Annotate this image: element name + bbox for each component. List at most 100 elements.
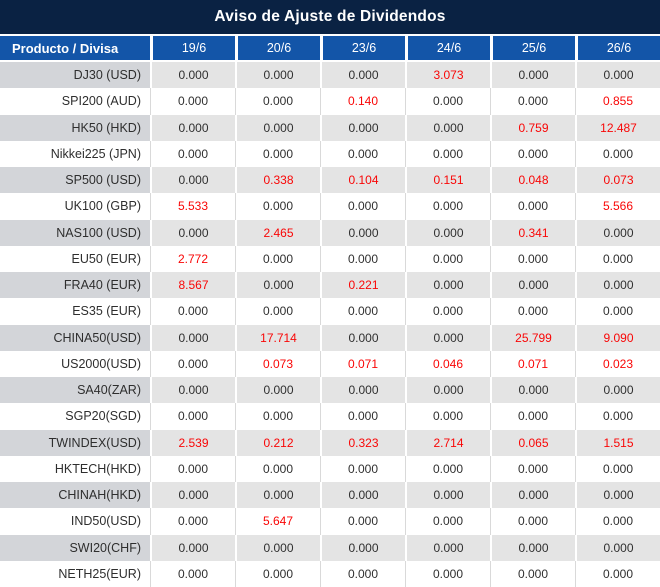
value-cell: 0.000 [575,482,660,509]
table-row: FRA40 (EUR) 8.567 0.000 0.221 0.000 0.000 0.00… [0,272,660,299]
product-cell: US2000(USD) [0,350,150,377]
value-cell: 0.000 [320,193,405,220]
value-cell: 0.000 [575,560,660,587]
value-cell: 0.000 [150,508,235,535]
value-cell: 0.000 [320,298,405,325]
value-cell: 0.212 [235,429,320,456]
value-cell: 0.000 [235,114,320,141]
value-cell: 0.000 [575,534,660,561]
product-cell: TWINDEX(USD) [0,429,150,456]
value-cell: 0.000 [405,324,490,351]
value-cell: 0.000 [405,403,490,430]
value-cell: 0.073 [575,167,660,194]
table-row: NETH25(EUR) 0.000 0.000 0.000 0.000 0.000 0.00… [0,560,660,587]
dividend-table: Producto / Divisa 19/6 20/6 23/6 24/6 25/6 26… [0,34,660,587]
value-cell: 0.000 [235,455,320,482]
value-cell: 0.000 [150,560,235,587]
value-cell: 0.000 [405,377,490,404]
value-cell: 0.000 [150,62,235,89]
value-cell: 0.000 [320,377,405,404]
value-cell: 0.000 [235,482,320,509]
value-cell: 0.000 [490,272,575,299]
value-cell: 0.000 [575,455,660,482]
table-row: SP500 (USD) 0.000 0.338 0.104 0.151 0.048 0.07… [0,167,660,194]
value-cell: 0.000 [150,377,235,404]
value-cell: 0.000 [405,245,490,272]
product-cell: CHINA50(USD) [0,324,150,351]
value-cell: 0.104 [320,167,405,194]
column-header-date: 26/6 [575,34,660,62]
value-cell: 0.071 [490,350,575,377]
column-header-date: 25/6 [490,34,575,62]
value-cell: 0.000 [575,245,660,272]
table-row: Nikkei225 (JPN) 0.000 0.000 0.000 0.000 0.000… [0,140,660,167]
table-row: SPI200 (AUD) 0.000 0.000 0.140 0.000 0.000 0.8… [0,88,660,115]
value-cell: 0.000 [150,324,235,351]
table-row: UK100 (GBP) 5.533 0.000 0.000 0.000 0.000 5.56… [0,193,660,220]
table-row: IND50(USD) 0.000 5.647 0.000 0.000 0.000 0.000 [0,508,660,535]
product-cell: SA40(ZAR) [0,377,150,404]
value-cell: 0.000 [320,534,405,561]
notice-title: Aviso de Ajuste de Dividendos [0,0,660,34]
value-cell: 0.221 [320,272,405,299]
value-cell: 0.000 [575,298,660,325]
value-cell: 0.023 [575,350,660,377]
value-cell: 0.151 [405,167,490,194]
value-cell: 0.000 [320,245,405,272]
table-row: HK50 (HKD) 0.000 0.000 0.000 0.000 0.759 12.48… [0,114,660,141]
value-cell: 0.000 [405,482,490,509]
value-cell: 0.000 [235,272,320,299]
value-cell: 0.048 [490,167,575,194]
value-cell: 0.000 [575,403,660,430]
product-cell: ES35 (EUR) [0,298,150,325]
product-cell: SGP20(SGD) [0,403,150,430]
value-cell: 0.000 [575,508,660,535]
value-cell: 9.090 [575,324,660,351]
column-header-date: 19/6 [150,34,235,62]
value-cell: 0.000 [150,88,235,115]
table-row: NAS100 (USD) 0.000 2.465 0.000 0.000 0.341 0.0… [0,219,660,246]
product-cell: UK100 (GBP) [0,193,150,220]
value-cell: 0.000 [150,534,235,561]
value-cell: 0.000 [575,62,660,89]
value-cell: 0.000 [575,272,660,299]
value-cell: 0.000 [405,88,490,115]
table-row: DJ30 (USD) 0.000 0.000 0.000 3.073 0.000 0.000 [0,62,660,89]
value-cell: 0.000 [320,455,405,482]
value-cell: 0.341 [490,219,575,246]
value-cell: 0.000 [235,377,320,404]
value-cell: 0.000 [490,245,575,272]
value-cell: 0.000 [490,482,575,509]
product-cell: SPI200 (AUD) [0,88,150,115]
column-header-date: 20/6 [235,34,320,62]
product-cell: FRA40 (EUR) [0,272,150,299]
value-cell: 0.000 [235,560,320,587]
value-cell: 0.000 [235,62,320,89]
product-cell: HK50 (HKD) [0,114,150,141]
value-cell: 0.000 [150,482,235,509]
value-cell: 0.000 [150,219,235,246]
value-cell: 0.000 [235,534,320,561]
value-cell: 17.714 [235,324,320,351]
value-cell: 0.000 [405,508,490,535]
value-cell: 0.855 [575,88,660,115]
header-row: Producto / Divisa 19/6 20/6 23/6 24/6 25/6 26… [0,34,660,62]
value-cell: 0.000 [490,455,575,482]
value-cell: 0.338 [235,167,320,194]
value-cell: 0.000 [490,403,575,430]
value-cell: 0.000 [405,534,490,561]
value-cell: 0.000 [490,62,575,89]
value-cell: 0.000 [320,403,405,430]
product-cell: CHINAH(HKD) [0,482,150,509]
value-cell: 0.000 [575,140,660,167]
value-cell: 0.000 [150,455,235,482]
value-cell: 0.000 [320,482,405,509]
value-cell: 0.000 [235,298,320,325]
value-cell: 0.000 [320,114,405,141]
table-row: SA40(ZAR) 0.000 0.000 0.000 0.000 0.000 0.000 [0,377,660,404]
column-header-date: 24/6 [405,34,490,62]
product-cell: EU50 (EUR) [0,245,150,272]
column-header-product: Producto / Divisa [0,34,150,62]
value-cell: 0.000 [405,272,490,299]
